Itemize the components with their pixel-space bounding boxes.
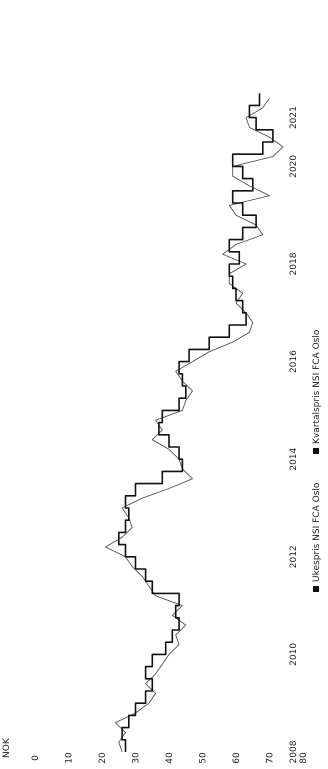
y-tick-label: 70 <box>266 752 276 764</box>
x-tick-label: 2010 <box>289 643 299 666</box>
x-tick-label: 2016 <box>289 350 299 373</box>
series-line-kvartalspris <box>118 93 274 752</box>
legend-swatch-ukespris <box>313 586 319 592</box>
y-tick-label: 10 <box>65 752 75 764</box>
y-tick-label: 80 <box>299 752 309 764</box>
x-tick-label: 2021 <box>289 106 299 129</box>
legend-swatch-kvartalspris <box>313 448 319 454</box>
y-tick-label: 60 <box>232 752 242 764</box>
series-line-ukespris <box>104 97 284 753</box>
x-tick-label: 2014 <box>289 447 299 470</box>
x-tick-label: 2012 <box>289 545 299 568</box>
legend-label-kvartalspris: Kvartalspris NSI FCA Oslo <box>312 329 322 444</box>
x-tick-label: 2008 <box>289 740 299 763</box>
y-tick-label: 20 <box>98 752 108 764</box>
y-axis-title: NOK <box>2 737 12 758</box>
legend: Ukespris NSI FCA Oslo Kvartalspris NSI F… <box>312 329 322 592</box>
y-tick-label: 30 <box>132 752 142 764</box>
x-tick-label: 2018 <box>289 252 299 275</box>
x-tick-label: 2020 <box>289 155 299 178</box>
y-tick-label: 40 <box>165 752 175 764</box>
y-tick-label: 50 <box>199 752 209 764</box>
legend-label-ukespris: Ukespris NSI FCA Oslo <box>312 482 322 582</box>
y-tick-label: 0 <box>31 755 41 761</box>
